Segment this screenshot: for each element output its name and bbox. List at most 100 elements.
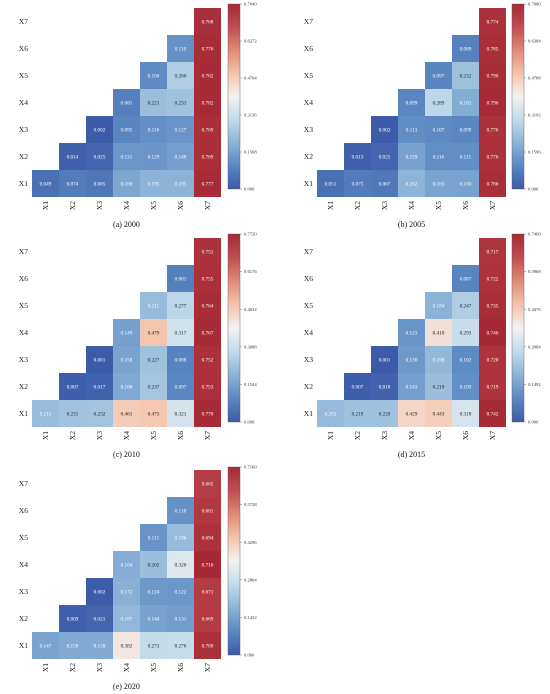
y-tick-label: X1 [19,641,28,650]
cell-value-label: 0.231 [67,411,79,417]
cell-value-label: 0.002 [94,127,106,133]
colorbar-tick-label: 0.7840 [244,2,257,7]
cell-value-label: 0.796 [487,100,499,106]
x-tick-label: X5 [149,201,158,210]
cell-value-label: 0.443 [433,411,445,417]
panel-b: 0.774 0.089 0.785 0.097 0.232 0.790 0.099 0.289… [304,2,542,229]
heatmap-cell [479,62,506,89]
cell-value-label: 0.089 [460,46,472,52]
cell-value-label: 0.159 [406,154,418,160]
cell-value-label: 0.158 [121,357,133,363]
heatmap-cell [452,373,479,400]
heatmap-cell [86,400,113,427]
heatmap-cell [452,319,479,346]
heatmap-cell [479,400,506,427]
heatmap-cell [167,578,194,605]
x-axis-labels-b: X1 X2 X3 X4 X5 X6 X7 [326,201,497,210]
cell-value-label: 0.320 [175,562,187,568]
heatmap-cell [479,89,506,116]
cell-value-label: 0.219 [352,411,364,417]
cell-value-label: 0.461 [121,411,133,417]
cell-value-label: 0.051 [325,181,337,187]
x-tick-label: X4 [407,431,416,440]
colorbar-tick-label: 0.2864 [244,577,257,582]
x-tick-label: X7 [203,431,212,440]
cell-value-label: 0.001 [94,357,106,363]
x-tick-label: X1 [326,431,335,440]
heatmap-cell [167,400,194,427]
cell-value-label: 0.158 [67,643,79,649]
cell-value-label: 0.087 [460,276,472,282]
cell-value-label: 0.099 [460,127,472,133]
heatmap-cell [479,170,506,197]
colorbar-tick-label: 0.7160 [244,465,257,470]
x-tick-label: X2 [68,201,77,210]
cell-value-label: 0.183 [460,100,472,106]
cell-value-label: 0.767 [202,330,214,336]
y-tick-label: X3 [19,355,28,364]
heatmap-cell [140,346,167,373]
heatmap-cell [140,632,167,659]
heatmap-cell [59,400,86,427]
heatmap-cell [194,292,221,319]
x-tick-label: X4 [122,663,131,672]
colorbar-tick-label: 0.7980 [528,2,541,7]
y-tick-label: X2 [19,382,28,391]
heatmap-cell [140,292,167,319]
heatmap-cell [194,170,221,197]
cell-value-label: 0.095 [121,127,133,133]
y-tick-label: X3 [19,587,28,596]
cell-value-label: 0.172 [121,589,133,595]
cell-value-label: 0.774 [487,19,499,25]
colorbar-tick-label: 0.3088 [244,344,257,349]
y-tick-label: X2 [304,382,313,391]
heatmap-cell [59,373,86,400]
colorbar-b: 0.7980 0.6384 0.4788 0.3192 0.1596 0.000 [511,2,541,192]
colorbar-gradient [511,233,525,423]
panel-d: 0.717 0.087 0.722 0.184 0.247 0.735 0.123 0.410… [304,232,542,459]
colorbar-tick-label: 0.1596 [528,150,541,155]
heatmap-cell [344,143,371,170]
cell-value-label: 0.769 [202,154,214,160]
colorbar-tick-label: 0.7720 [244,232,257,237]
heatmap-cell [425,400,452,427]
heatmap-cell [479,346,506,373]
heatmap-cell [194,35,221,62]
cell-value-label: 0.007 [67,384,79,390]
cell-value-label: 0.131 [121,154,133,160]
cell-value-label: 0.768 [202,19,214,25]
y-axis-labels-e: X7 X6 X5 X4 X3 X2 X1 [19,479,28,650]
y-tick-label: X7 [19,17,28,26]
cell-value-label: 0.722 [487,276,499,282]
cell-value-label: 0.786 [487,181,499,187]
colorbar-gradient [227,3,241,190]
heatmap-cell [479,35,506,62]
colorbar-tick-label: 0.000 [244,420,255,425]
heatmap-cell [86,605,113,632]
heatmap-cell [167,632,194,659]
heatmap-cell [398,143,425,170]
heatmap-cell [425,346,452,373]
colorbar-tick-label: 0.4632 [244,307,257,312]
y-tick-label: X4 [304,328,313,337]
cell-value-label: 0.221 [148,100,160,106]
cell-value-label: 0.751 [202,249,214,255]
cell-value-label: 0.067 [379,181,391,187]
heatmap-cell [194,143,221,170]
heatmap-cell [167,170,194,197]
cell-value-label: 0.187 [121,616,133,622]
x-axis-labels-a: X1 X2 X3 X4 X5 X6 X7 [41,201,212,210]
cell-value-label: 0.777 [202,181,214,187]
heatmap-cells-a: 0.768 0.119 0.776 0.106 0.260 0.782 0.081 0.221… [32,8,221,197]
cell-value-label: 0.277 [175,303,187,309]
heatmap-cell [140,605,167,632]
x-tick-label: X4 [407,201,416,210]
heatmap-cell [140,373,167,400]
heatmap-cell [86,143,113,170]
heatmap-cell [140,551,167,578]
cell-value-label: 0.211 [148,303,160,309]
cell-value-label: 0.081 [175,276,187,282]
cell-value-label: 0.115 [148,535,160,541]
cell-value-label: 0.782 [202,100,214,106]
cell-value-label: 0.746 [487,330,499,336]
